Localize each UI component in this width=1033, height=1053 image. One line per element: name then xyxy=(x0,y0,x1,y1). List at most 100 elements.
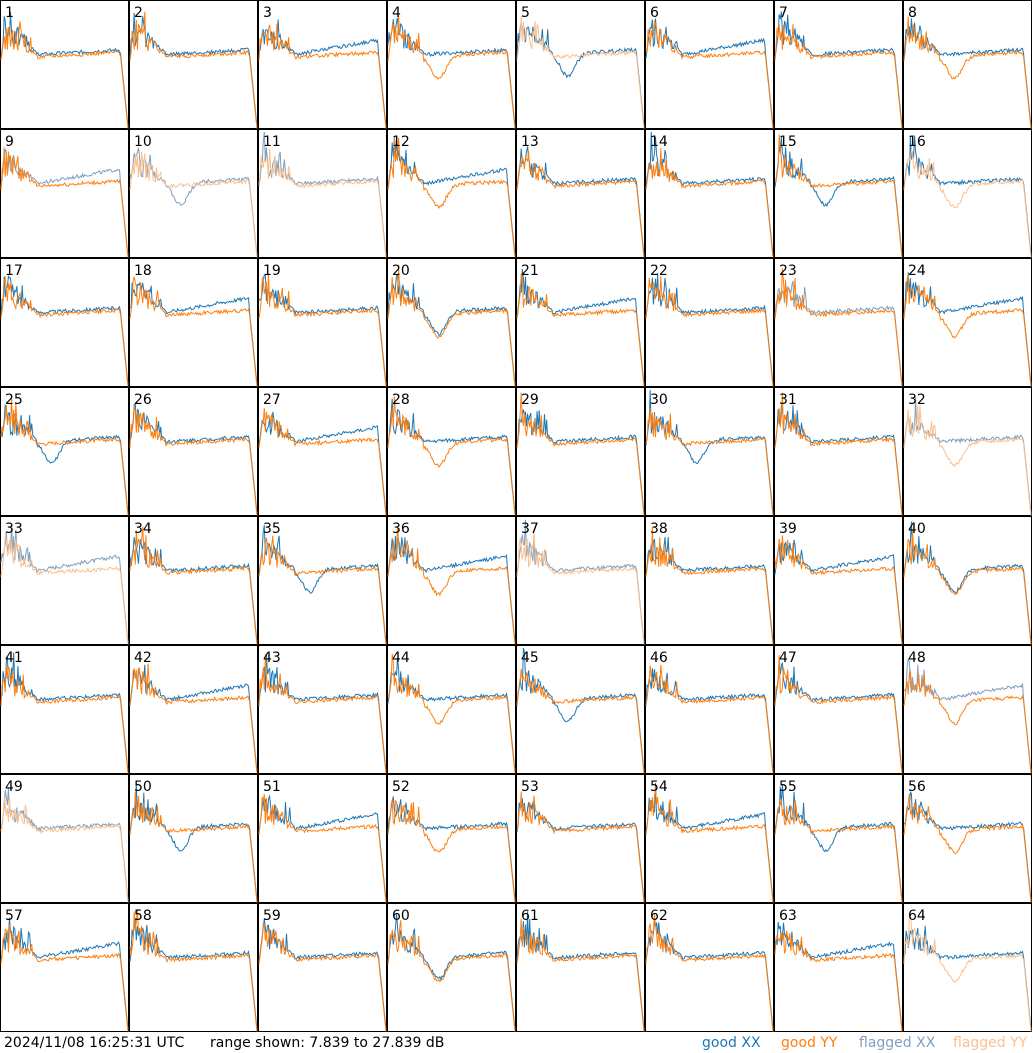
panel-label: 3 xyxy=(263,5,272,21)
panel-frame xyxy=(645,774,774,903)
panel-label: 24 xyxy=(908,263,926,279)
series-xx xyxy=(645,536,774,643)
panel-label: 62 xyxy=(650,908,668,924)
panel-34: 34 xyxy=(129,516,258,645)
panel-label: 47 xyxy=(779,650,797,666)
panel-28: 28 xyxy=(387,387,516,516)
series-yy xyxy=(387,16,516,129)
series-xx xyxy=(387,17,516,127)
panel-frame xyxy=(387,516,516,645)
panel-46: 46 xyxy=(645,645,774,774)
series-yy xyxy=(258,654,387,774)
panel-11: 11 xyxy=(258,129,387,258)
panel-25: 25 xyxy=(0,387,129,516)
panel-label: 16 xyxy=(908,134,926,150)
series-xx xyxy=(645,782,774,901)
panel-label: 50 xyxy=(134,779,152,795)
series-yy xyxy=(516,392,645,516)
series-yy xyxy=(387,653,516,774)
panel-33: 33 xyxy=(0,516,129,645)
panel-label: 27 xyxy=(263,392,281,408)
panel-label: 28 xyxy=(392,392,410,408)
panel-frame xyxy=(645,645,774,774)
panel-frame xyxy=(129,774,258,903)
panel-label: 30 xyxy=(650,392,668,408)
panel-label: 36 xyxy=(392,521,410,537)
series-yy xyxy=(129,909,258,1032)
panel-label: 18 xyxy=(134,263,152,279)
series-xx xyxy=(774,136,903,256)
series-xx xyxy=(258,274,387,385)
panel-43: 43 xyxy=(258,645,387,774)
panel-51: 51 xyxy=(258,774,387,903)
panel-36: 36 xyxy=(387,516,516,645)
panel-label: 26 xyxy=(134,392,152,408)
panel-frame xyxy=(774,774,903,903)
panel-5: 5 xyxy=(516,0,645,129)
series-yy xyxy=(0,21,129,129)
panel-frame xyxy=(516,129,645,258)
series-xx xyxy=(645,18,774,127)
series-yy xyxy=(903,914,1032,1032)
series-xx xyxy=(645,668,774,772)
panel-label: 58 xyxy=(134,908,152,924)
panel-label: 54 xyxy=(650,779,668,795)
panel-label: 33 xyxy=(5,521,23,537)
series-yy xyxy=(258,273,387,387)
panel-54: 54 xyxy=(645,774,774,903)
panel-label: 48 xyxy=(908,650,926,666)
series-yy xyxy=(645,276,774,387)
panel-label: 52 xyxy=(392,779,410,795)
series-xx xyxy=(645,389,774,514)
panel-12: 12 xyxy=(387,129,516,258)
series-xx xyxy=(903,18,1032,127)
series-yy xyxy=(129,663,258,774)
panel-37: 37 xyxy=(516,516,645,645)
panel-frame xyxy=(129,516,258,645)
panel-label: 61 xyxy=(521,908,539,924)
panel-frame xyxy=(903,516,1032,645)
panel-4: 4 xyxy=(387,0,516,129)
panel-62: 62 xyxy=(645,903,774,1032)
legend-flagged-yy: flagged YY xyxy=(953,1035,1028,1051)
panel-frame xyxy=(0,645,129,774)
series-yy xyxy=(903,669,1032,774)
panel-13: 13 xyxy=(516,129,645,258)
series-yy xyxy=(258,535,387,645)
series-xx xyxy=(258,19,387,127)
panel-frame xyxy=(129,645,258,774)
panel-frame xyxy=(903,129,1032,258)
footer-bar: 2024/11/08 16:25:31 UTC range shown: 7.8… xyxy=(0,1033,1033,1053)
panel-label: 15 xyxy=(779,134,797,150)
panel-label: 25 xyxy=(5,392,23,408)
series-yy xyxy=(903,529,1032,645)
panel-frame xyxy=(387,645,516,774)
panel-41: 41 xyxy=(0,645,129,774)
series-yy xyxy=(516,918,645,1032)
panel-label: 56 xyxy=(908,779,926,795)
timestamp-label: 2024/11/08 16:25:31 UTC xyxy=(4,1035,185,1051)
panel-59: 59 xyxy=(258,903,387,1032)
panel-frame xyxy=(774,903,903,1032)
series-yy xyxy=(774,535,903,645)
series-xx xyxy=(774,921,903,1030)
panel-42: 42 xyxy=(129,645,258,774)
panel-frame xyxy=(0,903,129,1032)
series-xx xyxy=(258,653,387,772)
series-yy xyxy=(0,535,129,645)
panel-22: 22 xyxy=(645,258,774,387)
series-yy xyxy=(258,23,387,129)
series-yy xyxy=(645,148,774,258)
series-yy xyxy=(903,16,1032,129)
series-xx xyxy=(774,11,903,127)
panel-frame xyxy=(645,258,774,387)
series-yy xyxy=(129,11,258,129)
panel-16: 16 xyxy=(903,129,1032,258)
panel-frame xyxy=(645,129,774,258)
series-yy xyxy=(774,392,903,516)
panel-15: 15 xyxy=(774,129,903,258)
series-yy xyxy=(903,405,1032,516)
panel-label: 14 xyxy=(650,134,668,150)
series-xx xyxy=(129,282,258,385)
series-yy xyxy=(774,267,903,387)
